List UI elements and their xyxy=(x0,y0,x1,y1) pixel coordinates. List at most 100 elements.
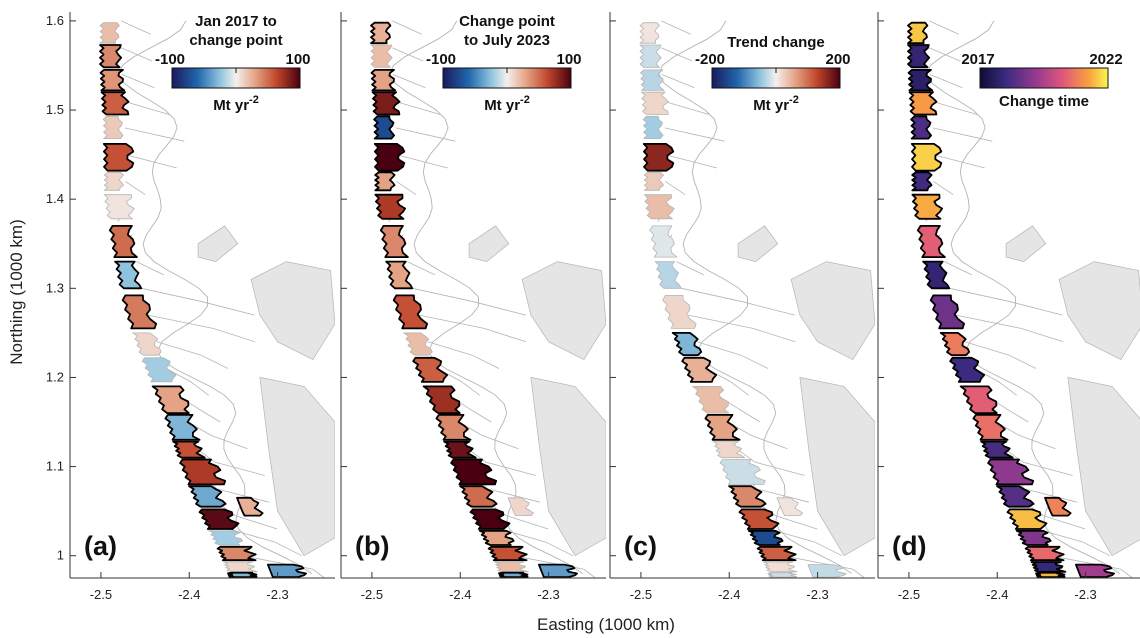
colorbar-unit: Mt yr-2 xyxy=(753,94,799,114)
glacier-basin xyxy=(539,565,577,578)
glacier-basin xyxy=(693,386,729,413)
glacier-basin xyxy=(909,70,933,91)
glacier-basin xyxy=(209,531,243,545)
glacier-basin xyxy=(642,92,669,114)
glacier-basin xyxy=(436,415,470,440)
glacier-basin xyxy=(371,45,392,67)
glacier-basin xyxy=(224,562,258,572)
colorbar-unit: Mt yr-2 xyxy=(213,94,259,114)
glacier-basin xyxy=(768,573,797,577)
colorbar-unit-exponent: -2 xyxy=(520,94,530,106)
glacier-basin xyxy=(641,70,665,91)
glacier-basin xyxy=(404,333,433,355)
glacier-basin xyxy=(640,45,661,67)
glacier-basin xyxy=(912,144,942,171)
map-panel: -2.5 -2.4 -2.3 (c) Trend change-200 200 Mt yr-… xyxy=(610,12,875,602)
panel-letter: (c) xyxy=(624,531,657,561)
glacier-basin xyxy=(941,333,970,355)
glacier-basin xyxy=(374,116,394,138)
x-tick-label: -2.3 xyxy=(1074,587,1096,602)
glacier-basin xyxy=(1008,509,1047,529)
glacier-basin xyxy=(103,116,123,138)
y-tick-label: 1.3 xyxy=(46,280,64,295)
colorbar-unit-exponent: -2 xyxy=(249,94,259,106)
x-tick-label: -2.5 xyxy=(90,587,112,602)
glacier-basin xyxy=(200,509,239,529)
ice-field xyxy=(800,377,875,555)
colorbar-max-label: 100 xyxy=(285,51,310,68)
glacier-basin xyxy=(104,144,134,171)
glacier-basin xyxy=(673,333,702,355)
colorbar-title: change point xyxy=(189,32,282,49)
y-tick-label: 1 xyxy=(57,548,64,563)
x-tick-label: -2.3 xyxy=(266,587,288,602)
glacier-basin xyxy=(1045,498,1071,516)
glacier-basin xyxy=(1036,573,1065,577)
glacier-basin xyxy=(444,442,476,458)
y-tick-label: 1.1 xyxy=(46,459,64,474)
glacier-basin xyxy=(912,172,931,190)
glacier-basin xyxy=(1076,565,1114,578)
glacier-basin xyxy=(173,442,205,458)
glacier-basin xyxy=(912,195,942,219)
glacier-basin xyxy=(123,295,156,328)
glacier-basin xyxy=(740,509,779,529)
glacier-basin xyxy=(373,92,400,114)
glacier-basin xyxy=(749,531,783,545)
glacier-basin xyxy=(142,358,176,382)
colorbar-max-label: 100 xyxy=(556,51,581,68)
colorbar-unit-exponent: -2 xyxy=(789,94,799,106)
y-tick-label: 1.5 xyxy=(46,102,64,117)
glacier-basin xyxy=(973,415,1007,440)
glacier-basin xyxy=(1032,562,1066,572)
ice-field xyxy=(251,262,335,360)
map-panel: -2.5-2.4-2.3(d)Change time20172022Change… xyxy=(878,12,1140,602)
y-tick-label: 1.2 xyxy=(46,369,64,384)
ice-field xyxy=(1068,377,1140,555)
glacier-basin xyxy=(100,23,119,44)
panel-letter: (b) xyxy=(355,531,389,561)
y-axis-title: Northing (1000 km) xyxy=(7,219,26,365)
glacier-basin xyxy=(165,415,199,440)
glacier-basin xyxy=(918,226,945,257)
glacier-basin xyxy=(424,386,460,413)
glacier-basin xyxy=(104,172,123,190)
colorbar-min-label: -100 xyxy=(155,51,185,68)
glacier-basin xyxy=(489,547,527,560)
glacier-basin xyxy=(102,92,129,114)
glacier-basin xyxy=(381,226,408,257)
ice-field xyxy=(738,226,778,262)
glacier-basin xyxy=(100,45,121,67)
ice-field xyxy=(1006,226,1046,262)
glacier-basin xyxy=(480,531,514,545)
ice-field xyxy=(1059,262,1140,360)
glacier-basin xyxy=(644,172,663,190)
ice-field xyxy=(260,377,335,555)
glacier-basin xyxy=(237,498,263,516)
glacier-basin xyxy=(764,562,798,572)
glacier-basin xyxy=(713,442,745,458)
ice-field xyxy=(198,226,238,262)
glacier-basin xyxy=(133,333,162,355)
x-tick-label: -2.4 xyxy=(986,587,1008,602)
colorbar-max-label: 2022 xyxy=(1089,51,1122,68)
glacier-basin xyxy=(153,386,189,413)
glacier-basin xyxy=(375,172,394,190)
colorbar xyxy=(980,68,1108,88)
glacier-basin xyxy=(640,23,659,44)
colorbar-min-label: -100 xyxy=(426,51,456,68)
glacier-basin xyxy=(218,547,256,560)
glacier-basin xyxy=(650,226,677,257)
ice-field xyxy=(531,377,606,555)
colorbar-title: Change point xyxy=(459,13,555,30)
glacier-basin xyxy=(413,358,447,382)
glacier-basin xyxy=(471,509,510,529)
glacier-basin xyxy=(495,562,529,572)
glacier-basin xyxy=(371,23,390,44)
glacier-basin xyxy=(997,486,1034,507)
glacier-basin xyxy=(1017,531,1051,545)
colorbar-max-label: 200 xyxy=(825,51,850,68)
glacier-basin xyxy=(1026,547,1064,560)
glacier-basin xyxy=(655,262,681,289)
